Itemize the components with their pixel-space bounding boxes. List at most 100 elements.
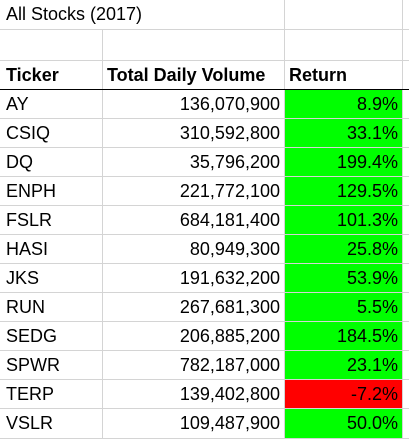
header-return[interactable]: Return xyxy=(285,61,403,89)
volume-cell[interactable]: 191,632,200 xyxy=(103,264,285,292)
sheet-title-cell[interactable]: All Stocks (2017) xyxy=(0,0,142,29)
return-cell[interactable]: -7.2% xyxy=(285,380,403,408)
empty-cell[interactable] xyxy=(285,30,403,60)
ticker-cell[interactable]: ENPH xyxy=(0,177,103,205)
volume-cell[interactable]: 35,796,200 xyxy=(103,148,285,176)
return-cell[interactable]: 33.1% xyxy=(285,119,403,147)
volume-value: 206,885,200 xyxy=(179,325,280,346)
volume-value: 310,592,800 xyxy=(179,122,280,143)
volume-value: 221,772,100 xyxy=(179,180,280,201)
header-ticker-label: Ticker xyxy=(6,64,59,85)
return-value: 5.5% xyxy=(356,296,398,317)
ticker-cell[interactable]: SEDG xyxy=(0,322,103,350)
table-row: DQ 35,796,200 199.4% xyxy=(0,148,409,177)
ticker-value: JKS xyxy=(6,267,40,288)
return-cell[interactable]: 101.3% xyxy=(285,206,403,234)
return-cell[interactable]: 23.1% xyxy=(285,351,403,379)
table-row: SEDG 206,885,200 184.5% xyxy=(0,322,409,351)
return-value: 23.1% xyxy=(346,354,398,375)
ticker-cell[interactable]: DQ xyxy=(0,148,103,176)
ticker-cell[interactable]: JKS xyxy=(0,264,103,292)
ticker-cell[interactable]: VSLR xyxy=(0,409,103,438)
ticker-cell[interactable]: FSLR xyxy=(0,206,103,234)
ticker-cell[interactable]: CSIQ xyxy=(0,119,103,147)
volume-value: 109,487,900 xyxy=(179,413,280,433)
ticker-cell[interactable]: RUN xyxy=(0,293,103,321)
header-ticker[interactable]: Ticker xyxy=(0,61,103,89)
empty-cell[interactable] xyxy=(403,409,409,438)
return-cell[interactable]: 184.5% xyxy=(285,322,403,350)
ticker-cell[interactable]: SPWR xyxy=(0,351,103,379)
ticker-value: DQ xyxy=(6,151,33,172)
return-cell[interactable]: 50.0% xyxy=(285,409,403,438)
empty-cell[interactable] xyxy=(403,61,409,89)
ticker-value: HASI xyxy=(6,238,49,259)
empty-cell[interactable] xyxy=(0,30,103,60)
return-value: 33.1% xyxy=(346,122,398,143)
header-volume-label: Total Daily Volume xyxy=(107,64,266,85)
ticker-value: CSIQ xyxy=(6,122,51,143)
table-row: CSIQ 310,592,800 33.1% xyxy=(0,119,409,148)
volume-cell[interactable]: 221,772,100 xyxy=(103,177,285,205)
volume-value: 267,681,300 xyxy=(179,296,280,317)
return-value: -7.2% xyxy=(350,383,398,404)
ticker-value: AY xyxy=(6,93,29,114)
volume-value: 136,070,900 xyxy=(179,93,280,114)
empty-cell[interactable] xyxy=(403,119,409,147)
volume-cell[interactable]: 109,487,900 xyxy=(103,409,285,438)
return-value: 25.8% xyxy=(346,238,398,259)
empty-cell[interactable] xyxy=(103,30,285,60)
empty-cell[interactable] xyxy=(403,90,409,118)
volume-value: 782,187,000 xyxy=(179,354,280,375)
title-row: All Stocks (2017) xyxy=(0,0,409,30)
empty-cell[interactable] xyxy=(403,380,409,408)
volume-cell[interactable]: 782,187,000 xyxy=(103,351,285,379)
return-cell[interactable]: 199.4% xyxy=(285,148,403,176)
ticker-cell[interactable]: HASI xyxy=(0,235,103,263)
empty-cell[interactable] xyxy=(403,177,409,205)
empty-cell[interactable] xyxy=(403,148,409,176)
empty-cell[interactable] xyxy=(403,235,409,263)
table-row: VSLR 109,487,900 50.0% xyxy=(0,409,409,439)
table-row: HASI 80,949,300 25.8% xyxy=(0,235,409,264)
header-row: Ticker Total Daily Volume Return xyxy=(0,61,409,90)
empty-cell[interactable] xyxy=(403,322,409,350)
ticker-value: VSLR xyxy=(6,413,54,433)
empty-cell[interactable] xyxy=(403,0,409,29)
table-row: AY 136,070,900 8.9% xyxy=(0,90,409,119)
return-value: 199.4% xyxy=(336,151,398,172)
ticker-cell[interactable]: AY xyxy=(0,90,103,118)
volume-value: 139,402,800 xyxy=(179,383,280,404)
empty-cell[interactable] xyxy=(403,293,409,321)
volume-cell[interactable]: 267,681,300 xyxy=(103,293,285,321)
return-cell[interactable]: 8.9% xyxy=(285,90,403,118)
empty-cell[interactable] xyxy=(403,264,409,292)
return-value: 129.5% xyxy=(336,180,398,201)
return-cell[interactable]: 25.8% xyxy=(285,235,403,263)
ticker-value: FSLR xyxy=(6,209,53,230)
empty-cell[interactable] xyxy=(403,351,409,379)
return-cell[interactable]: 53.9% xyxy=(285,264,403,292)
empty-cell[interactable] xyxy=(403,206,409,234)
header-volume[interactable]: Total Daily Volume xyxy=(103,61,285,89)
ticker-value: TERP xyxy=(6,383,55,404)
volume-value: 191,632,200 xyxy=(179,267,280,288)
table-row: ENPH 221,772,100 129.5% xyxy=(0,177,409,206)
volume-cell[interactable]: 206,885,200 xyxy=(103,322,285,350)
volume-cell[interactable]: 136,070,900 xyxy=(103,90,285,118)
empty-row xyxy=(0,30,409,61)
volume-cell[interactable]: 139,402,800 xyxy=(103,380,285,408)
return-cell[interactable]: 129.5% xyxy=(285,177,403,205)
empty-cell[interactable] xyxy=(403,30,409,60)
ticker-cell[interactable]: TERP xyxy=(0,380,103,408)
empty-cell[interactable] xyxy=(285,0,403,29)
volume-cell[interactable]: 684,181,400 xyxy=(103,206,285,234)
sheet-title: All Stocks (2017) xyxy=(6,4,143,24)
volume-value: 684,181,400 xyxy=(179,209,280,230)
empty-cell[interactable] xyxy=(103,0,285,29)
ticker-value: SPWR xyxy=(6,354,60,375)
return-cell[interactable]: 5.5% xyxy=(285,293,403,321)
volume-cell[interactable]: 80,949,300 xyxy=(103,235,285,263)
volume-cell[interactable]: 310,592,800 xyxy=(103,119,285,147)
